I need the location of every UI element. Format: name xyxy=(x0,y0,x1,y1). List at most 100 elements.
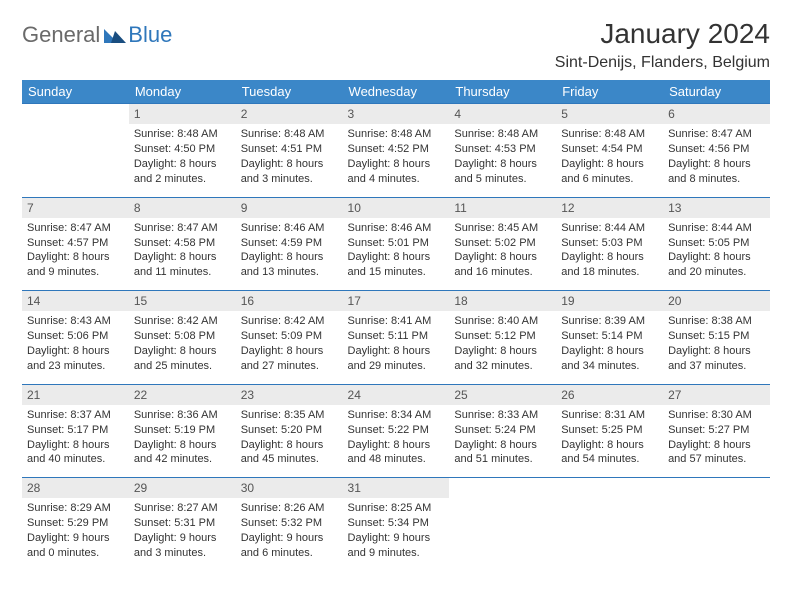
day-number: 30 xyxy=(236,477,343,498)
sunrise-line: Sunrise: 8:44 AM xyxy=(668,221,765,236)
day-content: Sunrise: 8:45 AMSunset: 5:02 PMDaylight:… xyxy=(449,218,556,290)
sunset-line: Sunset: 4:56 PM xyxy=(668,142,765,157)
calendar-week-row: 7Sunrise: 8:47 AMSunset: 4:57 PMDaylight… xyxy=(22,197,770,291)
calendar-day-cell: 1Sunrise: 8:48 AMSunset: 4:50 PMDaylight… xyxy=(129,103,236,197)
weekday-header: Friday xyxy=(556,80,663,103)
calendar-day-cell: 3Sunrise: 8:48 AMSunset: 4:52 PMDaylight… xyxy=(343,103,450,197)
sunset-line: Sunset: 5:11 PM xyxy=(348,329,445,344)
day-number: 29 xyxy=(129,477,236,498)
daylight-line: Daylight: 8 hours and 57 minutes. xyxy=(668,438,765,468)
weekday-header: Thursday xyxy=(449,80,556,103)
day-number: 13 xyxy=(663,197,770,218)
sunrise-line: Sunrise: 8:44 AM xyxy=(561,221,658,236)
day-content: Sunrise: 8:40 AMSunset: 5:12 PMDaylight:… xyxy=(449,311,556,383)
sunrise-line: Sunrise: 8:37 AM xyxy=(27,408,124,423)
sunset-line: Sunset: 5:17 PM xyxy=(27,423,124,438)
sunset-line: Sunset: 4:51 PM xyxy=(241,142,338,157)
day-number: 3 xyxy=(343,103,450,124)
sunrise-line: Sunrise: 8:33 AM xyxy=(454,408,551,423)
daylight-line: Daylight: 8 hours and 8 minutes. xyxy=(668,157,765,187)
sunset-line: Sunset: 5:12 PM xyxy=(454,329,551,344)
calendar-body: 1Sunrise: 8:48 AMSunset: 4:50 PMDaylight… xyxy=(22,103,770,571)
day-number: 14 xyxy=(22,290,129,311)
daylight-line: Daylight: 8 hours and 6 minutes. xyxy=(561,157,658,187)
day-number: 19 xyxy=(556,290,663,311)
sunrise-line: Sunrise: 8:46 AM xyxy=(348,221,445,236)
day-content: Sunrise: 8:47 AMSunset: 4:56 PMDaylight:… xyxy=(663,124,770,196)
page-title: January 2024 xyxy=(555,18,770,50)
day-number: 23 xyxy=(236,384,343,405)
day-number: 4 xyxy=(449,103,556,124)
sunset-line: Sunset: 4:59 PM xyxy=(241,236,338,251)
sunrise-line: Sunrise: 8:40 AM xyxy=(454,314,551,329)
sunrise-line: Sunrise: 8:35 AM xyxy=(241,408,338,423)
calendar-day-cell: 22Sunrise: 8:36 AMSunset: 5:19 PMDayligh… xyxy=(129,384,236,478)
day-number: 12 xyxy=(556,197,663,218)
calendar-day-cell: 13Sunrise: 8:44 AMSunset: 5:05 PMDayligh… xyxy=(663,197,770,291)
weekday-header: Wednesday xyxy=(343,80,450,103)
calendar-day-cell: 14Sunrise: 8:43 AMSunset: 5:06 PMDayligh… xyxy=(22,290,129,384)
calendar-day-cell: 19Sunrise: 8:39 AMSunset: 5:14 PMDayligh… xyxy=(556,290,663,384)
day-content: Sunrise: 8:48 AMSunset: 4:54 PMDaylight:… xyxy=(556,124,663,196)
day-content: Sunrise: 8:42 AMSunset: 5:08 PMDaylight:… xyxy=(129,311,236,383)
calendar-day-cell xyxy=(449,477,556,571)
calendar-day-cell: 7Sunrise: 8:47 AMSunset: 4:57 PMDaylight… xyxy=(22,197,129,291)
day-content: Sunrise: 8:47 AMSunset: 4:58 PMDaylight:… xyxy=(129,218,236,290)
day-content: Sunrise: 8:43 AMSunset: 5:06 PMDaylight:… xyxy=(22,311,129,383)
sunrise-line: Sunrise: 8:48 AM xyxy=(241,127,338,142)
location-text: Sint-Denijs, Flanders, Belgium xyxy=(555,54,770,72)
sunset-line: Sunset: 5:14 PM xyxy=(561,329,658,344)
calendar-day-cell xyxy=(556,477,663,571)
daylight-line: Daylight: 8 hours and 15 minutes. xyxy=(348,250,445,280)
sunrise-line: Sunrise: 8:48 AM xyxy=(134,127,231,142)
daylight-line: Daylight: 8 hours and 40 minutes. xyxy=(27,438,124,468)
day-content: Sunrise: 8:38 AMSunset: 5:15 PMDaylight:… xyxy=(663,311,770,383)
sunset-line: Sunset: 5:29 PM xyxy=(27,516,124,531)
calendar-day-cell xyxy=(22,103,129,197)
day-content: Sunrise: 8:30 AMSunset: 5:27 PMDaylight:… xyxy=(663,405,770,477)
day-content: Sunrise: 8:25 AMSunset: 5:34 PMDaylight:… xyxy=(343,498,450,570)
sunset-line: Sunset: 4:52 PM xyxy=(348,142,445,157)
weekday-header: Sunday xyxy=(22,80,129,103)
sunset-line: Sunset: 5:01 PM xyxy=(348,236,445,251)
sunrise-line: Sunrise: 8:38 AM xyxy=(668,314,765,329)
daylight-line: Daylight: 9 hours and 9 minutes. xyxy=(348,531,445,561)
day-number: 10 xyxy=(343,197,450,218)
day-number-blank xyxy=(556,477,663,497)
daylight-line: Daylight: 8 hours and 32 minutes. xyxy=(454,344,551,374)
sunrise-line: Sunrise: 8:41 AM xyxy=(348,314,445,329)
weekday-header-row: SundayMondayTuesdayWednesdayThursdayFrid… xyxy=(22,80,770,103)
daylight-line: Daylight: 8 hours and 3 minutes. xyxy=(241,157,338,187)
daylight-line: Daylight: 8 hours and 45 minutes. xyxy=(241,438,338,468)
calendar-day-cell: 30Sunrise: 8:26 AMSunset: 5:32 PMDayligh… xyxy=(236,477,343,571)
weekday-header: Monday xyxy=(129,80,236,103)
day-number: 7 xyxy=(22,197,129,218)
daylight-line: Daylight: 8 hours and 48 minutes. xyxy=(348,438,445,468)
sunrise-line: Sunrise: 8:43 AM xyxy=(27,314,124,329)
day-number: 21 xyxy=(22,384,129,405)
calendar-day-cell: 31Sunrise: 8:25 AMSunset: 5:34 PMDayligh… xyxy=(343,477,450,571)
sunrise-line: Sunrise: 8:47 AM xyxy=(134,221,231,236)
sunset-line: Sunset: 5:34 PM xyxy=(348,516,445,531)
daylight-line: Daylight: 8 hours and 11 minutes. xyxy=(134,250,231,280)
day-number: 9 xyxy=(236,197,343,218)
sunset-line: Sunset: 5:22 PM xyxy=(348,423,445,438)
daylight-line: Daylight: 9 hours and 3 minutes. xyxy=(134,531,231,561)
sunset-line: Sunset: 5:03 PM xyxy=(561,236,658,251)
daylight-line: Daylight: 8 hours and 13 minutes. xyxy=(241,250,338,280)
sunset-line: Sunset: 5:08 PM xyxy=(134,329,231,344)
calendar-day-cell: 25Sunrise: 8:33 AMSunset: 5:24 PMDayligh… xyxy=(449,384,556,478)
day-number: 1 xyxy=(129,103,236,124)
sunrise-line: Sunrise: 8:30 AM xyxy=(668,408,765,423)
calendar-day-cell: 12Sunrise: 8:44 AMSunset: 5:03 PMDayligh… xyxy=(556,197,663,291)
daylight-line: Daylight: 8 hours and 54 minutes. xyxy=(561,438,658,468)
day-number-blank xyxy=(22,103,129,123)
daylight-line: Daylight: 9 hours and 0 minutes. xyxy=(27,531,124,561)
logo-word-blue: Blue xyxy=(128,22,172,48)
day-number: 8 xyxy=(129,197,236,218)
weekday-header: Tuesday xyxy=(236,80,343,103)
calendar-day-cell: 23Sunrise: 8:35 AMSunset: 5:20 PMDayligh… xyxy=(236,384,343,478)
daylight-line: Daylight: 8 hours and 5 minutes. xyxy=(454,157,551,187)
day-content: Sunrise: 8:44 AMSunset: 5:05 PMDaylight:… xyxy=(663,218,770,290)
daylight-line: Daylight: 8 hours and 23 minutes. xyxy=(27,344,124,374)
